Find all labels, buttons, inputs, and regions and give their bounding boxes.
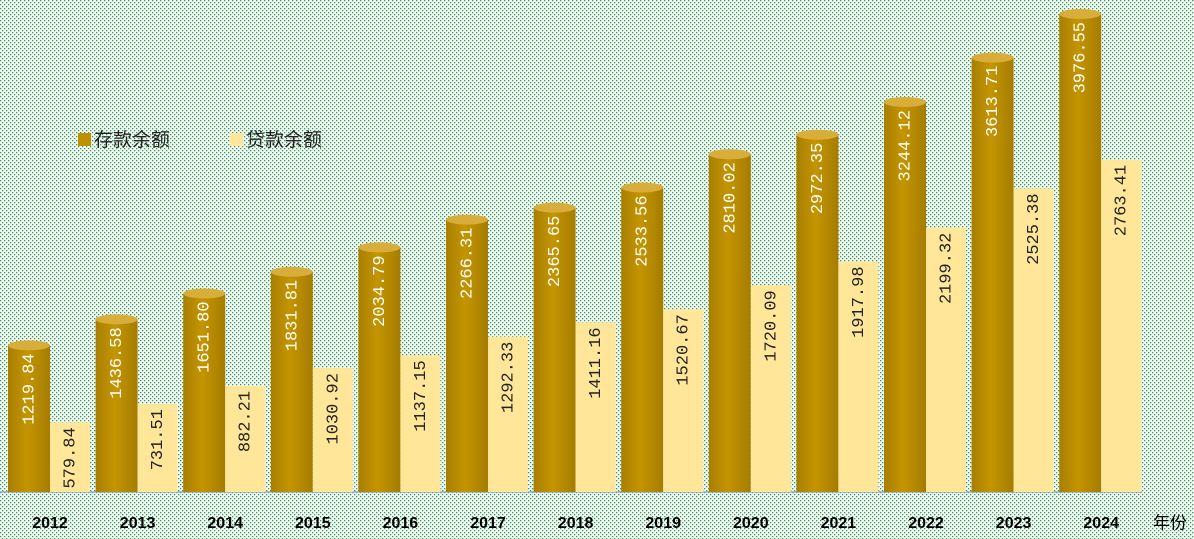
value-label: 2972.35 [809,143,828,214]
bar [971,57,1014,492]
bar-top [95,314,138,325]
value-label: 1917.98 [850,266,869,337]
bar [884,102,926,492]
value-label: 1520.67 [675,314,694,385]
x-axis-label: 年份 [1153,513,1187,532]
value-label: 1436.58 [108,327,127,398]
bar [225,385,266,492]
value-label: 3613.71 [984,66,1003,137]
value-label: 579.84 [61,427,80,488]
value-label: 882.21 [237,391,256,452]
x-tick-label: 2016 [383,515,419,532]
bar [926,227,966,492]
value-label: 2034.79 [371,255,390,326]
bar-top [446,214,488,225]
bar-top [621,182,664,193]
legend-swatch [230,133,243,146]
bar-top [884,97,926,108]
bar [708,154,751,492]
value-label: 2199.32 [937,233,956,304]
x-tick-label: 2022 [908,515,944,532]
bar [796,134,839,492]
x-tick-label: 2020 [733,515,769,532]
bar [750,285,791,492]
bar [488,336,528,492]
value-label: 2525.38 [1025,193,1044,264]
value-label: 1219.84 [20,353,39,424]
bar [446,219,488,492]
bar [1059,14,1102,492]
value-label: 1030.92 [324,373,343,444]
bar [95,319,138,492]
bar-top [1059,9,1102,19]
bar [1013,188,1054,493]
bar [575,322,616,492]
value-label: 2810.02 [721,162,740,233]
value-label: 1411.16 [587,327,606,398]
legend-label: 存款余额 [94,129,170,151]
value-label: 1137.15 [412,360,431,431]
value-label: 3244.12 [896,110,915,181]
bar [533,207,576,492]
x-tick-label: 2024 [1083,515,1119,532]
bar [838,261,879,492]
bar [50,422,90,492]
x-tick-label: 2015 [295,515,331,532]
bar-top [708,149,751,160]
bar [621,187,664,493]
bar-top [971,52,1014,63]
bar [270,271,313,492]
x-tick-label: 2023 [996,515,1032,532]
bar [8,345,50,492]
bar [137,404,178,492]
value-label: 2365.65 [546,216,565,287]
value-label: 2533.56 [634,195,653,266]
bar [1101,159,1142,492]
value-label: 2763.41 [1113,165,1132,236]
bar-top [796,129,839,140]
bar [358,247,401,492]
bar-top [270,266,313,277]
value-label: 1720.09 [762,290,781,361]
value-label: 2266.31 [458,228,477,299]
bar-top [533,202,576,213]
value-label: 3976.55 [1072,22,1091,93]
x-tick-label: 2018 [558,515,594,532]
value-label: 1292.33 [499,342,518,413]
value-label: 731.51 [149,409,168,470]
value-label: 1831.81 [283,280,302,351]
x-tick-label: 2019 [645,515,681,532]
bar [663,309,704,492]
legend-label: 贷款余额 [246,129,322,151]
bar-top [183,288,226,299]
bar-top [358,242,401,253]
x-tick-label: 2013 [120,515,156,532]
x-tick-label: 2017 [470,515,506,532]
bar-top [8,340,50,351]
bar [312,368,353,492]
x-tick-label: 2014 [207,515,243,532]
x-tick-label: 2021 [821,515,857,532]
legend-swatch [78,133,91,146]
bar [183,293,226,492]
x-tick-label: 2012 [32,515,68,532]
value-label: 1651.80 [196,301,215,372]
bar [400,355,441,492]
